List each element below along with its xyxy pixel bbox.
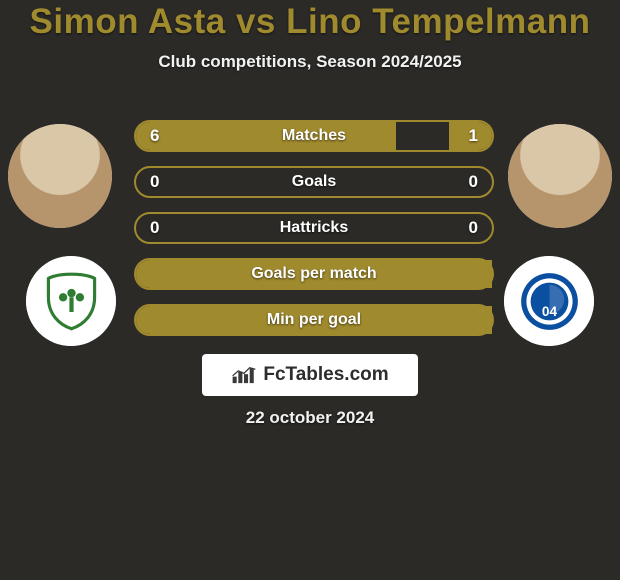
player-left-photo [8, 124, 112, 228]
subtitle: Club competitions, Season 2024/2025 [0, 52, 620, 72]
stat-value-right: 0 [469, 172, 478, 192]
stat-value-right: 0 [469, 218, 478, 238]
stat-bar: Hattricks0 0 [134, 212, 494, 244]
stat-bar: Goals per match [134, 258, 494, 290]
stat-bar: Matches61 [134, 120, 494, 152]
stat-bar: Goals0 0 [134, 166, 494, 198]
shield-icon: 04 [518, 270, 581, 333]
shield-icon [40, 270, 103, 333]
brand-text: FcTables.com [263, 364, 388, 386]
stat-bars: Matches61Goals00Hattricks00Goals per mat… [134, 120, 494, 350]
stat-label: Hattricks [136, 219, 492, 237]
club-left-crest [26, 256, 116, 346]
player-right-photo [508, 124, 612, 228]
comparison-infographic: Simon Asta vs Lino Tempelmann Club compe… [0, 0, 620, 580]
bar-chart-icon [231, 364, 257, 386]
as-of-date: 22 october 2024 [0, 408, 620, 428]
stat-bar: Min per goal [134, 304, 494, 336]
brand-box: FcTables.com [202, 354, 418, 396]
stat-label: Goals [136, 173, 492, 191]
stat-value-left: 0 [150, 172, 159, 192]
club-right-crest: 04 [504, 256, 594, 346]
svg-text:04: 04 [541, 304, 557, 319]
stat-value-left: 0 [150, 218, 159, 238]
page-title: Simon Asta vs Lino Tempelmann [0, 2, 620, 42]
